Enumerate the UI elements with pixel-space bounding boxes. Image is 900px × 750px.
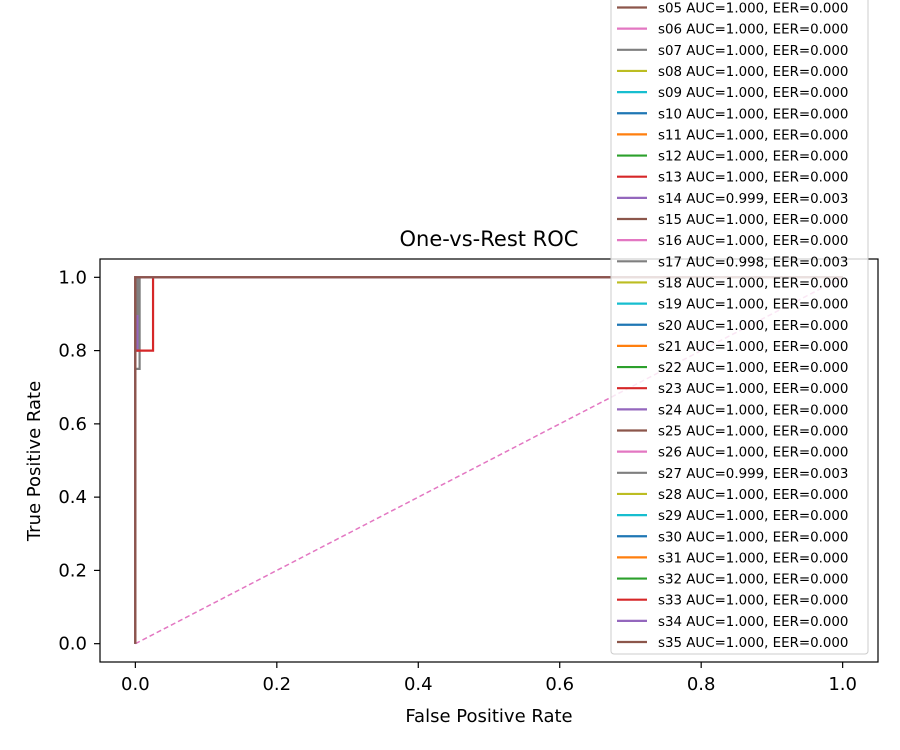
legend-label: s27 AUC=0.999, EER=0.003 [658,467,848,482]
legend-label: s24 AUC=1.000, EER=0.000 [658,403,848,418]
y-tick-label: 0.0 [58,634,87,655]
legend: s05 AUC=1.000, EER=0.000 s06 AUC=1.000, E… [610,0,869,655]
legend-label: s29 AUC=1.000, EER=0.000 [658,509,848,524]
legend-box [610,0,869,655]
y-tick-label: 0.4 [58,487,87,508]
legend-label: s33 AUC=1.000, EER=0.000 [658,594,848,609]
legend-label: s07 AUC=1.000, EER=0.000 [658,44,848,59]
legend-label: s26 AUC=1.000, EER=0.000 [658,446,848,461]
legend-label: s13 AUC=1.000, EER=0.000 [658,171,848,186]
legend-label: s05 AUC=1.000, EER=0.000 [658,2,848,17]
legend-label: s19 AUC=1.000, EER=0.000 [658,298,848,313]
legend-label: s14 AUC=0.999, EER=0.003 [658,192,848,207]
legend-label: s09 AUC=1.000, EER=0.000 [658,86,848,101]
legend-label: s31 AUC=1.000, EER=0.000 [658,551,848,566]
legend-label: s22 AUC=1.000, EER=0.000 [658,361,848,376]
x-axis-label: False Positive Rate [405,706,572,727]
legend-label: s28 AUC=1.000, EER=0.000 [658,488,848,503]
chart-title: One-vs-Rest ROC [400,227,579,251]
chance-diagonal-line [135,276,843,645]
legend-label: s10 AUC=1.000, EER=0.000 [658,107,848,122]
legend-label: s08 AUC=1.000, EER=0.000 [658,65,848,80]
legend-label: s18 AUC=1.000, EER=0.000 [658,276,848,291]
legend-label: s17 AUC=0.998, EER=0.003 [658,255,848,270]
x-tick-label: 0.8 [687,674,716,695]
y-tick-label: 1.0 [58,267,87,288]
legend-label: s12 AUC=1.000, EER=0.000 [658,150,848,165]
legend-label: s30 AUC=1.000, EER=0.000 [658,530,848,545]
legend-label: s34 AUC=1.000, EER=0.000 [658,615,848,630]
legend-label: s35 AUC=1.000, EER=0.000 [658,636,848,651]
legend-label: s15 AUC=1.000, EER=0.000 [658,213,848,228]
legend-label: s20 AUC=1.000, EER=0.000 [658,319,848,334]
legend-label: s21 AUC=1.000, EER=0.000 [658,340,848,355]
legend-label: s23 AUC=1.000, EER=0.000 [658,382,848,397]
roc-curve-s35 [134,276,843,644]
x-tick-label: 0.6 [545,674,574,695]
y-tick-label: 0.8 [58,341,87,362]
x-tick-label: 1.0 [828,674,857,695]
y-axis-label: True Positive Rate [24,381,45,542]
y-tick-label: 0.2 [58,560,87,581]
legend-label: s06 AUC=1.000, EER=0.000 [658,23,848,38]
legend-label: s16 AUC=1.000, EER=0.000 [658,234,848,249]
legend-label: s25 AUC=1.000, EER=0.000 [658,425,848,440]
y-tick-label: 0.6 [58,414,87,435]
x-tick-label: 0.4 [404,674,433,695]
legend-label: s32 AUC=1.000, EER=0.000 [658,573,848,588]
legend-label: s11 AUC=1.000, EER=0.000 [658,128,848,143]
x-tick-label: 0.2 [262,674,291,695]
plot-area: 0.0 0.2 0.4 0.6 0.8 1.0 0.0 0.2 0.4 0.6 0.8 1.0 [58,258,879,695]
axes-frame [99,258,879,663]
x-tick-label: 0.0 [121,674,150,695]
